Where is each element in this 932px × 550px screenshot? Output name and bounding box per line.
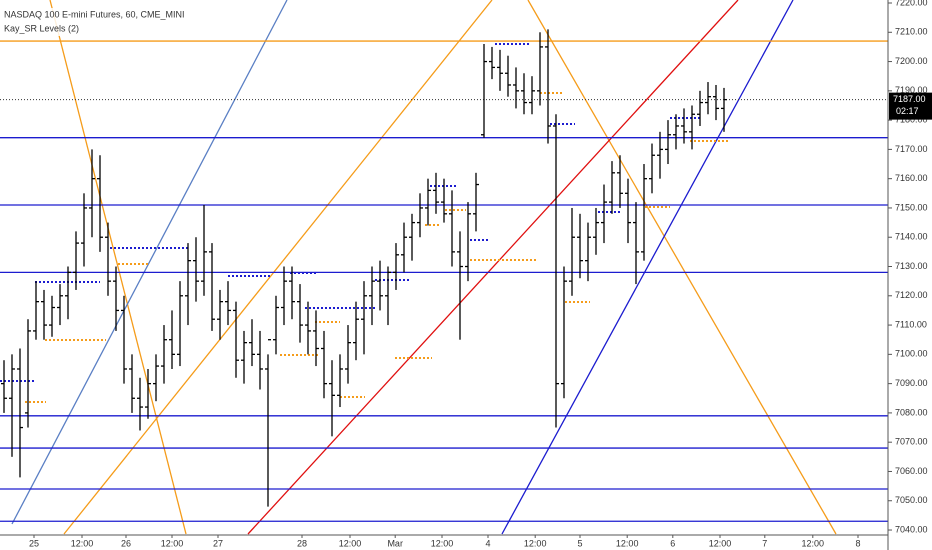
y-tick-label: 7220.00	[895, 0, 928, 7]
x-tick-label: 12:00	[802, 538, 825, 548]
x-tick-label: 7	[762, 538, 767, 548]
last-price-label: 7187.00	[893, 94, 926, 104]
trend-line	[247, 0, 739, 535]
y-tick-label: 7050.00	[895, 495, 928, 505]
y-tick-label: 7200.00	[895, 56, 928, 66]
y-tick-label: 7080.00	[895, 407, 928, 417]
x-tick-label: 26	[121, 538, 131, 548]
y-tick-label: 7060.00	[895, 466, 928, 476]
x-tick-label: 12:00	[161, 538, 184, 548]
y-tick-label: 7100.00	[895, 349, 928, 359]
legend-bg	[0, 8, 170, 36]
x-tick-label: Mar	[387, 538, 403, 548]
y-tick-label: 7210.00	[895, 27, 928, 37]
x-tick-label: 8	[855, 538, 860, 548]
x-tick-label: 4	[485, 538, 490, 548]
last-price-box	[889, 92, 932, 120]
indicator-label: Kay_SR Levels (2)	[4, 23, 79, 33]
chart-title: NASDAQ 100 E-mini Futures, 60, CME_MINI	[4, 9, 185, 19]
y-tick-label: 7170.00	[895, 144, 928, 154]
y-tick-label: 7160.00	[895, 173, 928, 183]
trend-line	[11, 0, 288, 525]
y-tick-label: 7090.00	[895, 378, 928, 388]
y-tick-label: 7150.00	[895, 202, 928, 212]
x-tick-label: 6	[670, 538, 675, 548]
y-tick-label: 7190.00	[895, 85, 928, 95]
y-tick-label: 7040.00	[895, 524, 928, 534]
x-tick-label: 27	[213, 538, 223, 548]
y-tick-label: 7110.00	[895, 319, 927, 329]
y-tick-label: 7130.00	[895, 261, 928, 271]
x-tick-label: 12:00	[709, 538, 732, 548]
x-tick-label: 12:00	[71, 538, 94, 548]
x-tick-label: 12:00	[616, 538, 639, 548]
plot-area	[0, 0, 888, 535]
y-tick-label: 7070.00	[895, 437, 928, 447]
countdown: 02:17	[896, 106, 919, 116]
x-tick-label: 12:00	[524, 538, 547, 548]
trend-line	[527, 0, 837, 535]
trend-line	[49, 0, 187, 535]
y-tick-label: 7140.00	[895, 232, 928, 242]
x-tick-label: 28	[297, 538, 307, 548]
x-tick-label: 12:00	[431, 538, 454, 548]
trend-line	[501, 0, 794, 535]
x-tick-label: 25	[29, 538, 39, 548]
y-tick-label: 7120.00	[895, 290, 928, 300]
x-tick-label: 12:00	[339, 538, 362, 548]
x-tick-label: 5	[577, 538, 582, 548]
trend-line	[63, 0, 493, 535]
